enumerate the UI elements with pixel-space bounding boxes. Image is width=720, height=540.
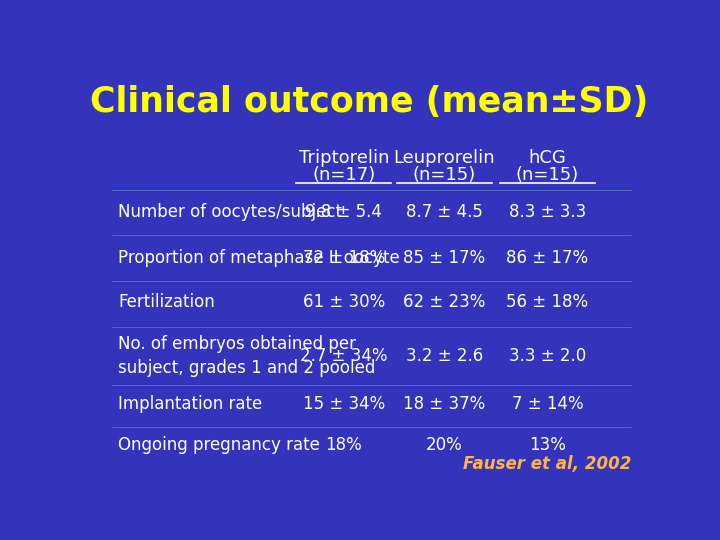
Text: 7 ± 14%: 7 ± 14% [512, 395, 583, 413]
Text: 8.7 ± 4.5: 8.7 ± 4.5 [406, 204, 483, 221]
Text: 15 ± 34%: 15 ± 34% [303, 395, 385, 413]
Text: Proportion of metaphase II oocyte: Proportion of metaphase II oocyte [118, 249, 400, 267]
Text: 85 ± 17%: 85 ± 17% [403, 249, 485, 267]
Text: 3.2 ± 2.6: 3.2 ± 2.6 [405, 347, 483, 365]
Text: Triptorelin: Triptorelin [299, 150, 389, 167]
Text: Ongoing pregnancy rate: Ongoing pregnancy rate [118, 436, 320, 454]
Text: Fertilization: Fertilization [118, 293, 215, 311]
Text: (n=15): (n=15) [516, 166, 579, 184]
Text: (n=17): (n=17) [312, 166, 376, 184]
Text: 18 ± 37%: 18 ± 37% [403, 395, 485, 413]
Text: 9.8 ± 5.4: 9.8 ± 5.4 [305, 204, 382, 221]
Text: 2.7 ± 34%: 2.7 ± 34% [300, 347, 387, 365]
Text: Clinical outcome (mean±SD): Clinical outcome (mean±SD) [90, 85, 648, 119]
Text: Fauser et al, 2002: Fauser et al, 2002 [463, 455, 631, 473]
Text: 62 ± 23%: 62 ± 23% [403, 293, 485, 311]
Text: Leuprorelin: Leuprorelin [394, 150, 495, 167]
Text: 56 ± 18%: 56 ± 18% [506, 293, 589, 311]
Text: 72 ± 18%: 72 ± 18% [303, 249, 385, 267]
Text: Number of oocytes/subject: Number of oocytes/subject [118, 204, 342, 221]
Text: 13%: 13% [529, 436, 566, 454]
Text: 8.3 ± 3.3: 8.3 ± 3.3 [509, 204, 586, 221]
Text: (n=15): (n=15) [413, 166, 476, 184]
Text: hCG: hCG [528, 150, 567, 167]
Text: Implantation rate: Implantation rate [118, 395, 262, 413]
Text: 61 ± 30%: 61 ± 30% [303, 293, 385, 311]
Text: 18%: 18% [325, 436, 362, 454]
Text: No. of embryos obtained per
subject, grades 1 and 2 pooled: No. of embryos obtained per subject, gra… [118, 335, 375, 377]
Text: 3.3 ± 2.0: 3.3 ± 2.0 [509, 347, 586, 365]
Text: 20%: 20% [426, 436, 463, 454]
Text: 86 ± 17%: 86 ± 17% [506, 249, 589, 267]
